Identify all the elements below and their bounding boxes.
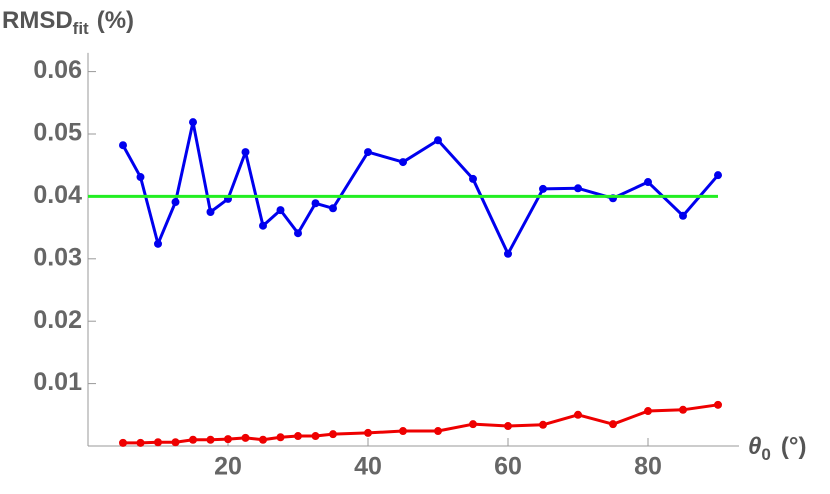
point bbox=[136, 173, 145, 182]
x-axis-label: θ0 (°) bbox=[748, 433, 806, 464]
series-line bbox=[121, 120, 720, 256]
point bbox=[259, 221, 267, 230]
x-tick-label: 80 bbox=[634, 453, 662, 481]
point bbox=[329, 430, 337, 439]
point bbox=[276, 206, 285, 215]
point bbox=[294, 229, 302, 238]
point bbox=[364, 428, 372, 437]
y-label-unit: (%) bbox=[97, 7, 134, 34]
y-tick-label: 0.04 bbox=[33, 181, 82, 209]
point bbox=[154, 438, 162, 447]
point bbox=[241, 433, 250, 442]
point bbox=[714, 171, 722, 180]
point bbox=[574, 184, 582, 193]
point bbox=[154, 239, 162, 248]
x-tick-label: 40 bbox=[354, 453, 382, 481]
x-label-unit: (°) bbox=[781, 433, 807, 460]
point bbox=[119, 438, 127, 447]
point bbox=[679, 211, 687, 220]
y-axis-label: RMSDfit (%) bbox=[2, 7, 134, 38]
y-tick-label: 0.03 bbox=[33, 243, 82, 271]
point bbox=[206, 208, 215, 216]
point bbox=[574, 410, 582, 419]
point bbox=[171, 438, 180, 447]
point bbox=[644, 407, 652, 416]
point bbox=[224, 435, 232, 444]
point bbox=[469, 174, 477, 183]
point bbox=[399, 158, 407, 167]
y-tick-label: 0.06 bbox=[33, 56, 82, 84]
x-tick-label: 20 bbox=[214, 453, 242, 481]
point bbox=[189, 118, 197, 127]
point bbox=[504, 422, 512, 431]
x-label-main: θ bbox=[748, 433, 761, 460]
x-label-sub: 0 bbox=[761, 445, 770, 464]
point bbox=[399, 427, 407, 436]
point bbox=[311, 199, 320, 208]
point bbox=[364, 148, 372, 157]
y-tick-label: 0.02 bbox=[33, 306, 82, 334]
point bbox=[294, 432, 302, 441]
point bbox=[609, 420, 617, 429]
point bbox=[329, 204, 337, 213]
point bbox=[644, 178, 652, 187]
point bbox=[171, 198, 180, 207]
y-tick-label: 0.01 bbox=[33, 368, 82, 396]
point bbox=[679, 405, 687, 414]
point bbox=[469, 420, 477, 429]
point bbox=[206, 435, 215, 444]
y-label-main: RMSD bbox=[2, 7, 73, 34]
point bbox=[434, 427, 442, 436]
point bbox=[259, 435, 267, 444]
point bbox=[241, 148, 250, 157]
point bbox=[539, 184, 547, 193]
x-tick-label: 60 bbox=[494, 453, 522, 481]
point bbox=[434, 136, 442, 145]
y-tick-label: 0.05 bbox=[33, 119, 82, 147]
point bbox=[136, 438, 145, 447]
point bbox=[311, 432, 320, 441]
point bbox=[539, 420, 547, 429]
point bbox=[276, 433, 285, 442]
point bbox=[189, 435, 197, 444]
point bbox=[714, 400, 722, 409]
point bbox=[119, 141, 127, 150]
point bbox=[504, 249, 512, 258]
y-label-sub: fit bbox=[73, 19, 89, 38]
